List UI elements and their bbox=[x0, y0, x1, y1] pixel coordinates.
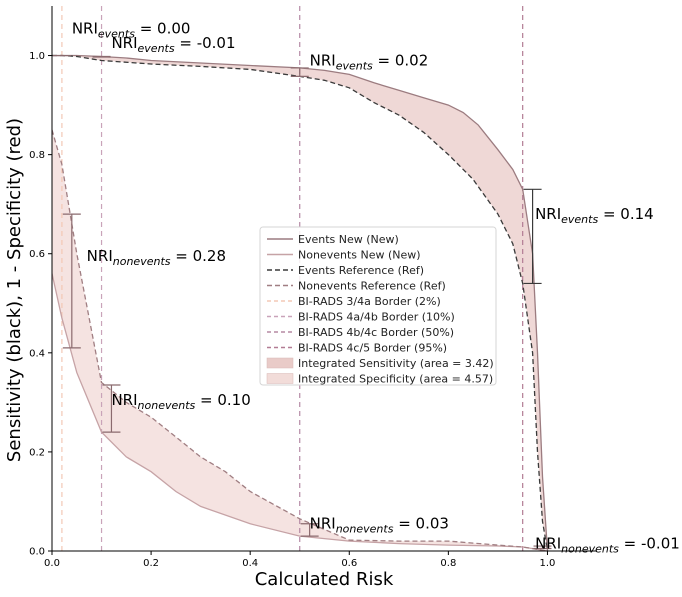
nri-label-0: NRIevents = 0.00 bbox=[72, 19, 191, 40]
nri-label-6: NRInonevents = 0.03 bbox=[310, 515, 449, 536]
legend-marker-9 bbox=[266, 373, 294, 384]
x-tick-label-5: 1.0 bbox=[540, 558, 556, 569]
legend-label-3: Nonevents Reference (Ref) bbox=[298, 280, 446, 293]
axes: 0.0 0.2 0.4 0.6 0.8 1.0 0.0 0.2 0.4 0.6 0.8 1.0 bbox=[29, 6, 597, 569]
nri-label-4: NRInonevents = 0.28 bbox=[87, 247, 226, 268]
y-tick-label-4: 0.8 bbox=[29, 150, 45, 161]
y-tick-label-0: 0.0 bbox=[29, 547, 45, 558]
birads-borders bbox=[61, 6, 524, 551]
legend-label-1: Nonevents New (New) bbox=[298, 249, 421, 262]
legend-label-6: BI-RADS 4b/4c Border (50%) bbox=[298, 326, 454, 339]
legend-label-4: BI-RADS 3/4a Border (2%) bbox=[298, 295, 441, 308]
x-tick-label-4: 0.8 bbox=[440, 558, 456, 569]
legend-label-8: Integrated Sensitivity (area = 3.42) bbox=[298, 357, 494, 370]
integrated-areas bbox=[52, 55, 548, 551]
nri-label-2: NRIevents = 0.02 bbox=[310, 51, 429, 72]
legend-marker-8 bbox=[266, 357, 294, 369]
events-new-line bbox=[52, 54, 549, 551]
events-ref-line bbox=[52, 54, 549, 551]
nri-label-5: NRInonevents = 0.10 bbox=[111, 391, 250, 412]
integrated-specificity-area bbox=[52, 129, 548, 551]
y-tick-label-5: 1.0 bbox=[29, 51, 45, 62]
legend: Events New (New) Nonevents New (New) Event… bbox=[259, 226, 497, 386]
nri-label-1: NRIevents = -0.01 bbox=[111, 34, 235, 55]
nri-label-3: NRIevents = 0.14 bbox=[535, 205, 654, 226]
x-axis-title: Calculated Risk bbox=[255, 569, 394, 590]
x-tick-label-1: 0.2 bbox=[143, 558, 159, 569]
legend-label-9: Integrated Specificity (area = 4.57) bbox=[298, 373, 493, 386]
x-tick-label-3: 0.6 bbox=[341, 558, 357, 569]
legend-label-5: BI-RADS 4a/4b Border (10%) bbox=[298, 311, 455, 324]
x-tick-label-0: 0.0 bbox=[44, 558, 60, 569]
y-tick-label-3: 0.6 bbox=[29, 249, 45, 260]
x-tick-label-2: 0.4 bbox=[242, 558, 258, 569]
y-tick-label-1: 0.2 bbox=[29, 447, 45, 458]
nonevents-ref-line bbox=[52, 129, 548, 551]
curves bbox=[52, 54, 549, 551]
nri-label-7: NRInonevents = -0.01 bbox=[535, 535, 680, 556]
y-axis-title: Sensitivity (black), 1 - Specificity (re… bbox=[4, 118, 25, 462]
legend-label-0: Events New (New) bbox=[298, 233, 399, 246]
legend-label-2: Events Reference (Ref) bbox=[298, 264, 424, 277]
legend-box bbox=[259, 226, 497, 386]
nri-errorbars bbox=[52, 54, 552, 550]
nonevents-new-line bbox=[52, 273, 548, 551]
legend-label-7: BI-RADS 4c/5 Border (95%) bbox=[298, 342, 447, 355]
y-tick-label-2: 0.4 bbox=[29, 348, 45, 359]
